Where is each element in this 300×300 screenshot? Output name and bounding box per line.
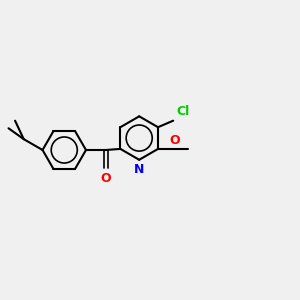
Text: N: N — [134, 163, 144, 176]
Text: O: O — [100, 172, 111, 185]
Text: Cl: Cl — [176, 105, 189, 119]
Text: O: O — [169, 134, 180, 147]
